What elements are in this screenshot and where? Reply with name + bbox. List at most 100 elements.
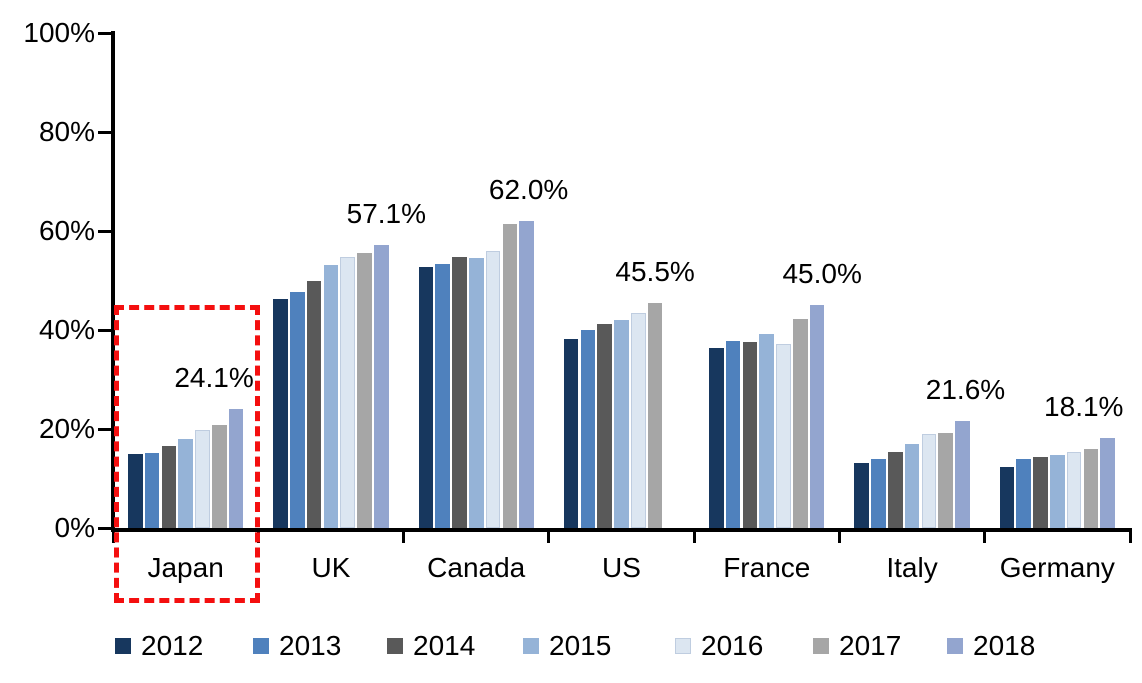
bar-us-2015 (614, 320, 629, 528)
bar-uk-2012 (273, 299, 288, 528)
legend-swatch-2015 (523, 638, 539, 654)
bar-japan-2018 (228, 408, 244, 528)
y-axis-tick (98, 130, 111, 134)
x-axis-tick (547, 528, 551, 543)
x-category-label-france: France (723, 552, 811, 583)
legend-swatch-2012 (115, 638, 131, 654)
bar-italy-2014 (887, 451, 903, 528)
y-tick-label: 80% (38, 116, 95, 147)
x-category-label-japan: Japan (147, 552, 224, 583)
legend-item-2018: 2018 (947, 630, 1035, 662)
y-tick-label: 0% (54, 512, 95, 543)
bar-italy-2015 (904, 444, 920, 528)
bar-italy-2017 (938, 432, 953, 528)
y-axis-tick (98, 229, 111, 233)
legend-item-2015: 2015 (523, 630, 611, 662)
data-label-us: 45.5% (615, 255, 695, 287)
bar-germany-2012 (999, 466, 1015, 528)
bar-us-2014 (597, 324, 612, 528)
x-axis-tick (692, 528, 696, 543)
bar-germany-2014 (1033, 457, 1048, 528)
x-category-label-canada: Canada (427, 552, 526, 583)
y-tick-label: 20% (38, 413, 95, 444)
bar-japan-2015 (178, 439, 193, 528)
bar-italy-2012 (854, 463, 869, 528)
bar-france-2016 (776, 343, 791, 528)
bar-france-2013 (725, 341, 741, 528)
bar-italy-2016 (921, 433, 937, 528)
bar-japan-2012 (127, 454, 143, 528)
bar-italy-2018 (955, 421, 970, 528)
y-tick-label: 100% (23, 17, 95, 48)
legend-swatch-2018 (947, 638, 963, 654)
bar-uk-2014 (306, 280, 322, 528)
legend-label-2012: 2012 (141, 630, 204, 661)
bar-france-2018 (809, 305, 825, 528)
legend-swatch-2014 (387, 638, 403, 654)
legend-item-2014: 2014 (387, 630, 475, 662)
legend-swatch-2016 (675, 638, 691, 654)
legend-label-2015: 2015 (549, 630, 612, 661)
data-label-uk: 57.1% (346, 198, 427, 230)
data-label-france: 45.0% (782, 258, 862, 290)
bar-uk-2017 (357, 252, 372, 528)
x-category-label-uk: UK (311, 552, 351, 583)
bar-germany-2017 (1083, 449, 1099, 528)
y-axis-tick (98, 427, 111, 431)
bar-uk-2015 (323, 264, 339, 528)
bar-canada-2014 (452, 256, 467, 528)
highlight-rect-japan (114, 305, 260, 603)
legend-item-2016: 2016 (675, 630, 763, 662)
legend-label-2018: 2018 (973, 630, 1036, 661)
bar-germany-2015 (1050, 455, 1065, 528)
bar-france-2015 (759, 333, 775, 528)
legend-label-2017: 2017 (839, 630, 902, 661)
bar-germany-2018 (1100, 438, 1116, 528)
y-axis-tick (98, 31, 111, 35)
bar-canada-2012 (418, 266, 434, 528)
bar-germany-2013 (1016, 459, 1032, 528)
bar-italy-2013 (871, 459, 886, 528)
bar-canada-2013 (435, 264, 450, 528)
bar-japan-2017 (211, 424, 227, 528)
bar-germany-2016 (1066, 451, 1082, 528)
bar-uk-2018 (374, 245, 389, 528)
y-tick-label: 40% (38, 314, 95, 345)
x-axis-tick (402, 528, 406, 543)
legend-label-2013: 2013 (279, 630, 342, 661)
y-axis-tick (98, 328, 111, 332)
y-tick-label: 60% (38, 215, 95, 246)
bar-us-2017 (647, 302, 663, 528)
legend-label-2014: 2014 (413, 630, 476, 661)
bar-japan-2013 (144, 453, 160, 528)
bar-france-2017 (793, 319, 808, 528)
data-label-germany: 18.1% (1044, 391, 1124, 423)
y-axis-line (111, 31, 115, 532)
x-category-label-italy: Italy (886, 552, 938, 583)
x-axis-tick (1128, 528, 1132, 543)
legend-item-2013: 2013 (253, 630, 341, 662)
legend-swatch-2013 (253, 638, 269, 654)
data-label-japan: 24.1% (174, 361, 254, 393)
bar-canada-2016 (485, 250, 501, 528)
bar-us-2016 (631, 312, 646, 528)
bar-us-2012 (563, 338, 579, 528)
bar-uk-2013 (290, 291, 305, 528)
legend-item-2017: 2017 (813, 630, 901, 662)
legend-label-2016: 2016 (701, 630, 764, 661)
bar-canada-2018 (519, 221, 534, 528)
bar-us-2013 (580, 330, 596, 528)
x-category-label-germany: Germany (999, 552, 1115, 583)
bar-canada-2017 (502, 223, 518, 528)
bar-canada-2015 (468, 258, 484, 528)
x-axis-tick (983, 528, 987, 543)
x-axis-tick (837, 528, 841, 543)
data-label-canada: 62.0% (488, 174, 569, 206)
legend-item-2012: 2012 (115, 630, 203, 662)
y-axis-tick (98, 526, 111, 530)
bar-uk-2016 (340, 256, 356, 528)
bar-japan-2016 (195, 429, 210, 528)
x-axis-tick (111, 528, 115, 543)
bar-france-2012 (709, 347, 724, 528)
